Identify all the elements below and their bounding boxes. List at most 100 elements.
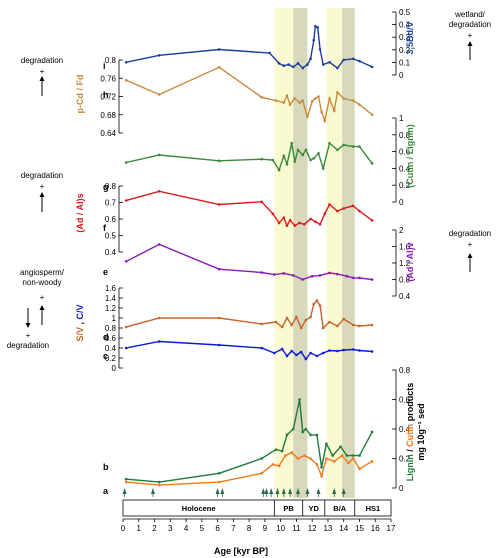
data-point-c-6-2 — [217, 343, 221, 347]
data-point-f-3-19 — [351, 204, 355, 208]
data-point-d-5-5 — [280, 325, 284, 329]
data-point-d-5-12 — [312, 302, 316, 306]
x-tick-label-10: 10 — [276, 524, 285, 533]
data-point-i-0-19 — [342, 58, 346, 62]
data-point-g-2-22 — [370, 162, 374, 165]
period-band-1 — [293, 8, 308, 498]
period-bar-frame — [122, 499, 392, 517]
data-point-b-8-9 — [302, 454, 306, 457]
tick-label-h-0: 0.64 — [100, 129, 116, 138]
data-point-b-7-0 — [124, 477, 128, 481]
data-point-b-7-20 — [370, 430, 374, 434]
label-lignin: Lignin — [405, 454, 415, 481]
data-point-e-4-0 — [124, 260, 128, 263]
data-point-h-1-1 — [157, 93, 161, 96]
data-point-h-1-19 — [336, 91, 339, 94]
tick-label-dc-7: 1.4 — [105, 294, 117, 303]
data-point-d-5-15 — [321, 326, 325, 330]
tick-label-dc-0: 0 — [112, 364, 117, 373]
data-point-c-6-1 — [157, 340, 161, 343]
data-point-c-6-15 — [336, 349, 339, 353]
data-point-c-6-17 — [351, 348, 355, 351]
data-point-e-4-3 — [260, 271, 264, 274]
label-slash: / — [405, 449, 415, 452]
data-point-i-0-4 — [277, 62, 281, 65]
data-point-i-0-1 — [157, 53, 161, 57]
tick-label-e-2: 1.2 — [399, 259, 411, 268]
note-degradation-e: degradation — [449, 229, 491, 238]
tick-label-g-2: 0.4 — [399, 164, 411, 173]
data-point-b-7-19 — [358, 454, 361, 457]
tick-label-f-4: 0.8 — [105, 182, 117, 191]
note-plus-e: + — [468, 240, 473, 249]
tick-label-h-4: 0.8 — [105, 56, 117, 65]
x-tick-label-9: 9 — [263, 524, 268, 533]
data-point-h-1-10 — [301, 99, 305, 102]
data-point-c-6-16 — [342, 348, 346, 352]
data-point-h-1-13 — [314, 97, 317, 100]
data-point-b-8-16 — [347, 461, 350, 465]
period-label-4: HS1 — [366, 504, 381, 513]
data-point-d-5-10 — [304, 318, 308, 322]
note-non-woody: non-woody — [22, 278, 61, 287]
data-point-i-0-10 — [306, 63, 309, 66]
tree-marker-icon-0 — [122, 488, 127, 494]
tick-label-b-3: 0.6 — [399, 396, 411, 405]
x-tick-label-7: 7 — [231, 524, 236, 533]
data-point-h-1-15 — [320, 110, 323, 114]
data-point-f-3-17 — [336, 209, 339, 213]
data-point-i-0-20 — [351, 57, 355, 61]
x-tick-label-5: 5 — [200, 524, 205, 533]
series-line-d-5 — [126, 299, 373, 330]
tick-label-b-1: 0.2 — [399, 455, 411, 464]
data-point-f-3-10 — [298, 221, 301, 225]
tree-marker-icon-5 — [264, 488, 269, 494]
data-point-i-0-0 — [124, 60, 128, 64]
note-plus-top: + — [40, 67, 45, 76]
data-point-d-5-21 — [370, 323, 374, 327]
panel-letter-h: h — [103, 90, 109, 100]
data-point-e-4-8 — [310, 274, 314, 278]
data-point-e-4-1 — [157, 243, 161, 246]
data-point-g-2-17 — [328, 141, 331, 145]
note-plus-down: + — [26, 331, 31, 340]
data-point-c-6-3 — [260, 346, 264, 350]
tick-label-g-1: 0.2 — [399, 181, 411, 190]
period-bar: Holocene PB YD B/A HS1 — [122, 499, 392, 517]
tick-label-b-0: 0 — [399, 484, 404, 493]
data-point-i-0-22 — [370, 65, 374, 69]
data-point-f-3-6 — [282, 216, 286, 219]
axis-title-ad-al-v: (Ad / Al)v — [405, 242, 415, 281]
tick-label-h-1: 0.68 — [100, 111, 116, 120]
panel-letter-g: g — [103, 182, 109, 192]
x-tick-label-2: 2 — [152, 524, 157, 533]
data-point-h-1-6 — [285, 94, 289, 97]
data-point-g-2-0 — [124, 161, 128, 164]
data-point-e-4-14 — [358, 276, 361, 280]
data-point-g-2-5 — [277, 168, 281, 172]
data-point-e-4-11 — [336, 272, 339, 276]
data-point-i-0-12 — [312, 38, 316, 42]
data-point-b-8-11 — [315, 463, 319, 466]
data-point-b-8-1 — [157, 483, 161, 487]
data-point-b-7-18 — [351, 454, 355, 457]
data-point-g-2-4 — [271, 158, 275, 162]
data-point-c-6-6 — [285, 354, 289, 358]
data-point-g-2-10 — [296, 148, 300, 152]
data-point-d-5-7 — [290, 323, 293, 327]
sample-markers — [122, 488, 346, 497]
data-point-b-8-12 — [320, 474, 323, 478]
data-point-h-1-22 — [358, 103, 361, 106]
data-point-d-5-1 — [157, 316, 161, 320]
data-point-b-7-13 — [320, 466, 323, 469]
tree-marker-icon-1 — [150, 488, 155, 494]
data-point-h-1-11 — [306, 115, 309, 119]
axis-title-lignin-cutin: Lignin / Cutin products — [405, 383, 415, 482]
tick-label-f-1: 0.5 — [105, 232, 117, 241]
x-tick-label-6: 6 — [215, 524, 220, 533]
x-axis-title: Age [kyr BP] — [214, 546, 268, 556]
data-point-h-1-16 — [323, 119, 327, 123]
label-products-word: products — [405, 383, 415, 422]
data-point-b-8-15 — [340, 454, 344, 457]
data-point-e-4-2 — [217, 267, 221, 271]
